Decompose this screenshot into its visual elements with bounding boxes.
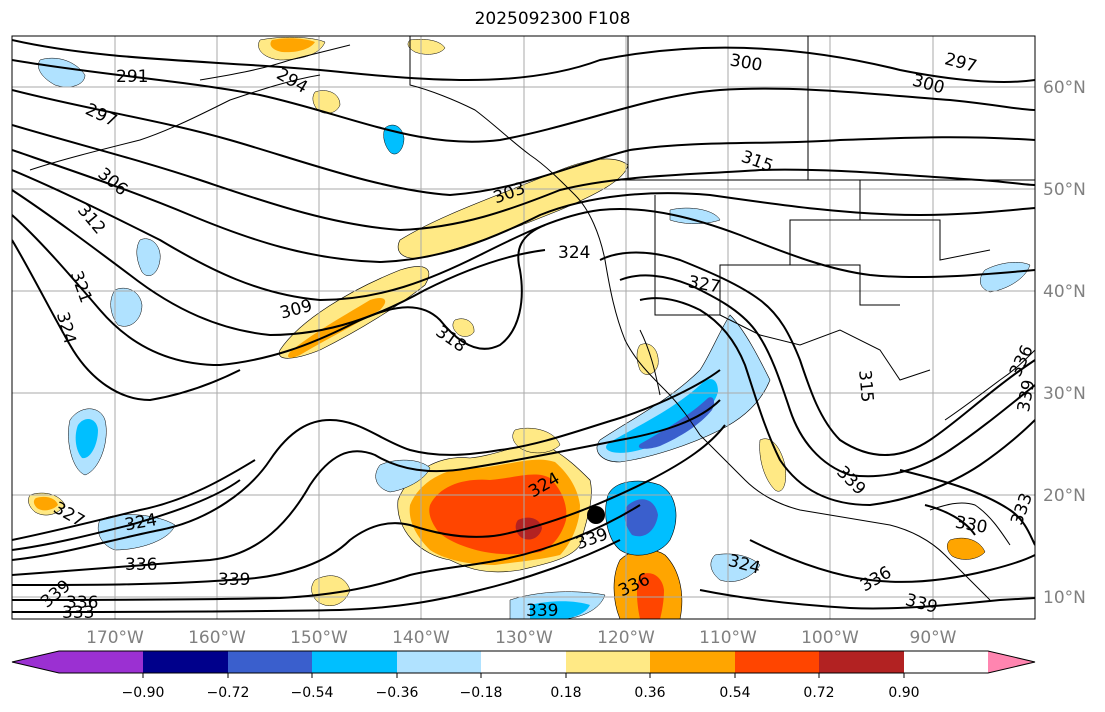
- lon-label: 130°W: [495, 628, 553, 648]
- lon-label: 110°W: [699, 628, 757, 648]
- graticule: [12, 36, 1035, 619]
- contour-label: 339: [526, 601, 558, 621]
- colorbar-tick-label: −0.18: [460, 685, 503, 701]
- colorbar-segment: [819, 651, 904, 673]
- lat-label: 50°N: [1043, 180, 1086, 200]
- colorbar-segment: [650, 651, 735, 673]
- colorbar-tick-label: 0.18: [550, 685, 581, 701]
- contour-label: 336: [66, 593, 98, 613]
- contours: [12, 39, 1035, 613]
- contour-label: 315: [854, 369, 877, 403]
- colorbar-tick-label: −0.90: [122, 685, 165, 701]
- lon-label: 120°W: [597, 628, 655, 648]
- colorbar-segment: [735, 651, 819, 673]
- colorbar-tick-label: 0.72: [803, 685, 834, 701]
- lon-label: 100°W: [801, 628, 859, 648]
- colorbar-extend-max: [988, 651, 1035, 673]
- colorbar-extend-min: [12, 651, 59, 673]
- shaded-fields: [28, 36, 1031, 619]
- lat-label: 10°N: [1043, 588, 1086, 608]
- coastlines: [29, 36, 1035, 601]
- lon-label: 170°W: [86, 628, 144, 648]
- colorbar-segment: [143, 651, 228, 673]
- lon-label: 90°W: [910, 628, 957, 648]
- lat-label: 60°N: [1043, 78, 1086, 98]
- colorbar-tick-label: −0.54: [291, 685, 334, 701]
- contour-label: 339: [218, 570, 250, 590]
- colorbar-segment: [481, 651, 566, 673]
- colorbar: [11, 650, 1036, 678]
- colorbar-tick-label: −0.72: [207, 685, 250, 701]
- lon-label: 140°W: [392, 628, 450, 648]
- colorbar-segment: [59, 651, 143, 673]
- colorbar-tick-label: 0.36: [634, 685, 665, 701]
- colorbar-tick-label: 0.54: [719, 685, 750, 701]
- lon-label: 160°W: [188, 628, 246, 648]
- contour-label: 324: [558, 243, 590, 263]
- storm-center-marker: [587, 506, 605, 524]
- lat-label: 40°N: [1043, 282, 1086, 302]
- contour-label: 333: [62, 603, 94, 623]
- latitude-labels: 60°N 50°N 40°N 30°N 20°N 10°N: [1043, 78, 1086, 608]
- contour-label: 336: [125, 555, 157, 575]
- colorbar-tick-label: 0.90: [888, 685, 919, 701]
- lat-label: 20°N: [1043, 486, 1086, 506]
- colorbar-segment: [566, 651, 650, 673]
- lat-label: 30°N: [1043, 384, 1086, 404]
- colorbar-outline: [11, 650, 1036, 674]
- colorbar-tick-label: −0.36: [376, 685, 419, 701]
- colorbar-segment: [228, 651, 312, 673]
- lon-label: 150°W: [290, 628, 348, 648]
- colorbar-segment: [312, 651, 397, 673]
- colorbar-labels: −0.90 −0.72 −0.54 −0.36 −0.18 0.18 0.36 …: [122, 685, 920, 701]
- contour-label: 291: [116, 67, 148, 87]
- negative-anomaly-darkblue: [638, 397, 715, 449]
- longitude-labels: 170°W 160°W 150°W 140°W 130°W 120°W 110°…: [86, 628, 957, 648]
- map-border: [11, 35, 1036, 620]
- colorbar-segment: [397, 651, 481, 673]
- map-title: 2025092300 F108: [474, 9, 631, 29]
- negative-anomaly-blue: [606, 379, 718, 453]
- negative-anomaly-lightblue: [596, 314, 771, 463]
